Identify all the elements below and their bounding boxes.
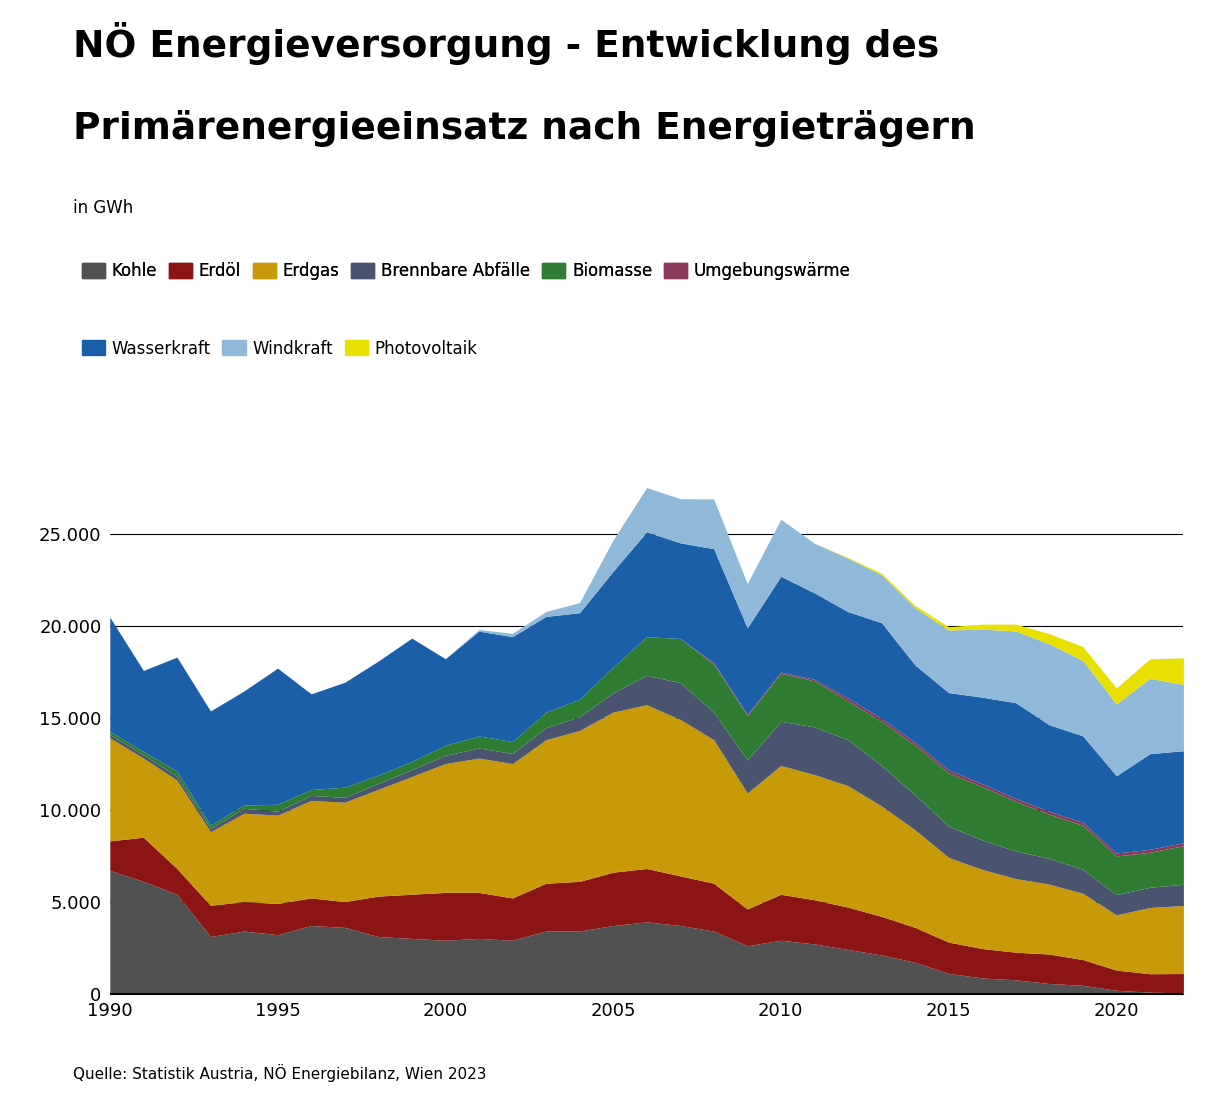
Legend: Wasserkraft, Windkraft, Photovoltaik: Wasserkraft, Windkraft, Photovoltaik	[82, 340, 477, 358]
Text: in GWh: in GWh	[73, 199, 133, 216]
Text: NÖ Energieversorgung - Entwicklung des: NÖ Energieversorgung - Entwicklung des	[73, 22, 939, 65]
Legend: Kohle, Erdöl, Erdgas, Brennbare Abfälle, Biomasse, Umgebungswärme: Kohle, Erdöl, Erdgas, Brennbare Abfälle,…	[82, 263, 850, 280]
Text: Quelle: Statistik Austria, NÖ Energiebilanz, Wien 2023: Quelle: Statistik Austria, NÖ Energiebil…	[73, 1064, 487, 1082]
Text: Primärenergieeinsatz nach Energieträgern: Primärenergieeinsatz nach Energieträgern	[73, 110, 976, 148]
